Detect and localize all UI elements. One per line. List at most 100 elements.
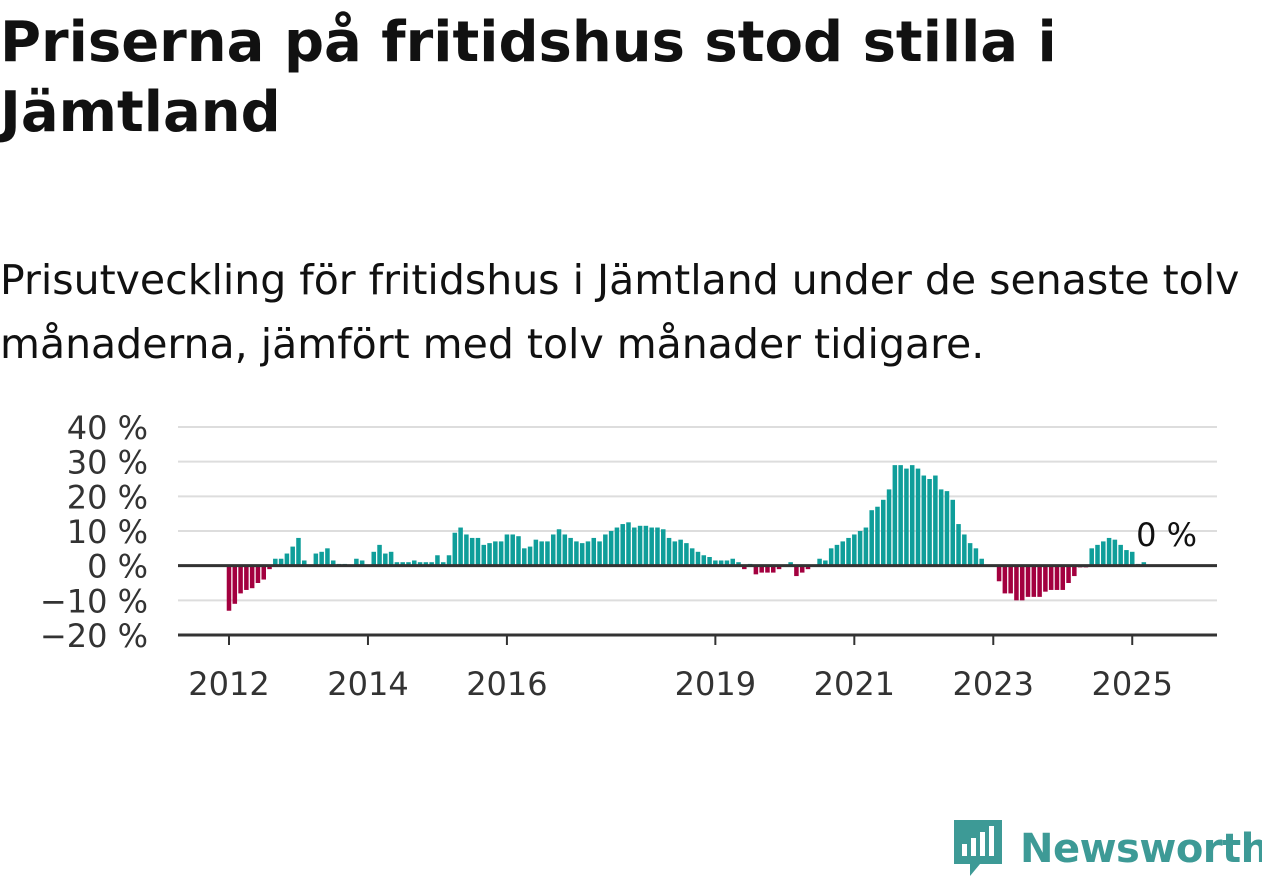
bar: [834, 544, 840, 566]
grid-lines: [178, 426, 1217, 602]
bar: [1106, 537, 1112, 566]
bar: [273, 558, 278, 566]
bar: [464, 534, 469, 566]
x-tick-label: 2016: [466, 665, 547, 700]
bar: [481, 544, 487, 566]
last-value-label: 0 %: [1136, 516, 1197, 554]
bar: [232, 565, 238, 604]
bar: [828, 548, 834, 566]
bar: [435, 555, 440, 566]
bar: [666, 537, 672, 566]
bar: [840, 541, 845, 566]
bar: [1014, 565, 1019, 601]
bar: [672, 541, 678, 566]
bar: [267, 565, 272, 570]
x-tick-label: 2012: [188, 665, 269, 700]
bar: [944, 491, 950, 566]
bar: [1112, 539, 1118, 566]
y-tick-label: 30 %: [67, 444, 148, 482]
bar: [852, 534, 857, 566]
bar: [313, 553, 319, 566]
bar: [510, 534, 515, 566]
bar: [440, 562, 446, 566]
bar: [817, 558, 822, 566]
bar: [678, 539, 683, 566]
bar: [522, 548, 527, 566]
bar: [574, 541, 579, 566]
bar-series: [226, 465, 1147, 611]
bar: [591, 537, 597, 566]
bar: [753, 565, 759, 575]
bar: [261, 565, 266, 580]
bar: [788, 562, 793, 566]
bar: [660, 529, 666, 566]
bar: [371, 551, 377, 566]
bar: [1124, 550, 1129, 566]
bar: [585, 541, 591, 566]
x-axis-labels: 2012 2014 2016 2019 2021 2023 2025: [188, 665, 1173, 700]
bar: [684, 543, 689, 566]
bar: [383, 553, 388, 566]
bar: [446, 555, 452, 566]
bar: [539, 541, 544, 566]
bar: [1060, 565, 1066, 590]
bar: [325, 548, 330, 566]
bar: [423, 562, 429, 566]
bar: [226, 565, 232, 611]
bar: [1095, 544, 1100, 566]
bar: [637, 525, 643, 566]
bar: [626, 522, 631, 566]
bar: [1037, 565, 1042, 597]
bar: [556, 529, 562, 566]
bar: [603, 534, 608, 566]
y-tick-label: −10 %: [40, 582, 148, 620]
y-tick-label: 0 %: [87, 548, 148, 586]
bar: [927, 479, 932, 566]
axes: [178, 564, 1217, 645]
bar: [579, 543, 585, 566]
bar: [979, 558, 984, 566]
bar: [771, 565, 776, 573]
brand-logo: Newsworthy: [952, 818, 1262, 880]
bar: [284, 553, 290, 566]
bar: [776, 565, 782, 570]
bar: [388, 551, 394, 566]
bar: [504, 534, 510, 566]
bar: [1089, 548, 1094, 566]
bar: [915, 468, 921, 566]
bar: [516, 536, 521, 566]
bar: [487, 543, 492, 566]
bar: [533, 539, 539, 566]
bar: [846, 537, 851, 566]
bar: [973, 548, 979, 566]
bar: [759, 565, 764, 573]
bar: [1054, 565, 1060, 590]
bar: [244, 565, 249, 590]
bar: [799, 565, 805, 573]
bar: [863, 527, 869, 566]
bar: [394, 562, 400, 566]
bar: [412, 560, 417, 566]
bar: [1043, 565, 1048, 592]
bar: [730, 558, 735, 566]
y-tick-label: −20 %: [40, 617, 148, 655]
bar: [794, 565, 799, 577]
bar: [933, 475, 938, 566]
bar: [255, 565, 261, 583]
bar: [655, 527, 660, 566]
bar: [707, 557, 712, 566]
bar: [1141, 562, 1147, 566]
bar: [1002, 565, 1008, 594]
bar: [689, 548, 695, 566]
bar: [278, 558, 284, 566]
bar: [875, 506, 880, 566]
bar: [1072, 565, 1077, 577]
bar: [1025, 565, 1031, 597]
bar: [608, 531, 614, 566]
brand-name: Newsworthy: [1020, 826, 1262, 872]
bar: [950, 499, 956, 566]
bar: [550, 534, 556, 566]
bar: [823, 560, 828, 566]
bar: [493, 541, 498, 566]
bar: [1129, 551, 1135, 566]
